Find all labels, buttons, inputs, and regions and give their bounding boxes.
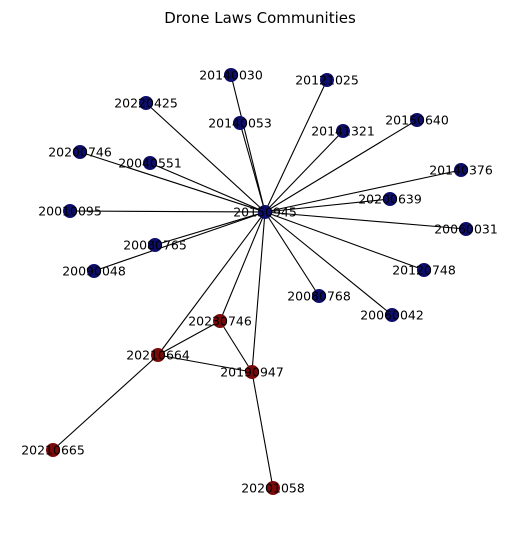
node-20201058[interactable] <box>266 481 280 495</box>
node-label-20080765: 20080765 <box>123 238 187 253</box>
edge-hub-n8 <box>149 162 266 213</box>
node-20080768[interactable] <box>312 289 326 303</box>
node-label-20080768: 20080768 <box>287 289 351 304</box>
node-label-20201058: 20201058 <box>241 481 305 496</box>
node-20120748[interactable] <box>417 263 431 277</box>
node-label-20010095: 20010095 <box>38 204 102 219</box>
node-20140376[interactable] <box>454 163 468 177</box>
node-20080765[interactable] <box>148 238 162 252</box>
edge-hub-n10 <box>264 198 391 213</box>
node-label-20150640: 20150640 <box>385 113 449 128</box>
node-20210664[interactable] <box>151 348 165 362</box>
node-layer <box>46 68 473 495</box>
node-label-20200639: 20200639 <box>358 192 422 207</box>
node-label-20060042: 20060042 <box>360 308 424 323</box>
node-label-20140030: 20140030 <box>199 68 263 83</box>
edge-layer <box>52 74 467 489</box>
edge-hub-n12 <box>264 211 467 230</box>
node-20141321[interactable] <box>336 124 350 138</box>
edge-hub-n3 <box>145 102 266 213</box>
node-20140030[interactable] <box>224 68 238 82</box>
label-layer: 20150945 20140030 20121025 20220425 20140053… <box>21 68 498 496</box>
edge-r1-r2 <box>157 320 221 356</box>
edge-hub-n6 <box>264 119 418 213</box>
node-20121025[interactable] <box>320 73 334 87</box>
node-label-20200746: 20200746 <box>48 145 112 160</box>
edge-hub-n15 <box>264 211 425 271</box>
node-label-20120748: 20120748 <box>392 263 456 278</box>
edge-hub-r2 <box>157 211 266 356</box>
node-label-20210664: 20210664 <box>126 348 190 363</box>
node-20140053[interactable] <box>233 116 247 130</box>
edge-hub-n7 <box>79 151 266 213</box>
edge-hub-n1 <box>230 74 266 213</box>
node-20150640[interactable] <box>410 113 424 127</box>
edge-r3-r5 <box>251 371 274 489</box>
node-label-20230746: 20230746 <box>188 314 252 329</box>
edge-r2-r4 <box>52 354 159 451</box>
node-label-20121025: 20121025 <box>295 73 359 88</box>
node-20090048[interactable] <box>87 264 101 278</box>
node-20060031[interactable] <box>459 222 473 236</box>
node-label-20140376: 20140376 <box>429 163 493 178</box>
node-20060042[interactable] <box>385 308 399 322</box>
edge-hub-n4 <box>239 122 266 213</box>
node-20220425[interactable] <box>139 96 153 110</box>
node-label-20220425: 20220425 <box>114 96 178 111</box>
node-20230746[interactable] <box>213 314 227 328</box>
edge-hub-r1 <box>219 211 266 322</box>
edge-hub-n14 <box>93 211 266 272</box>
node-20040551[interactable] <box>143 156 157 170</box>
edge-hub-r3 <box>251 211 266 373</box>
node-20010095[interactable] <box>63 204 77 218</box>
node-20190947[interactable] <box>245 365 259 379</box>
edge-r1-r3 <box>219 320 253 373</box>
edge-hub-n17 <box>264 211 393 316</box>
edge-hub-n2 <box>264 79 328 213</box>
node-label-20090048: 20090048 <box>62 264 126 279</box>
node-20200639[interactable] <box>383 192 397 206</box>
node-20210665[interactable] <box>46 443 60 457</box>
edge-hub-n9 <box>264 169 462 213</box>
edge-hub-n16 <box>264 211 320 297</box>
node-label-20060031: 20060031 <box>434 222 498 237</box>
node-label-20141321: 20141321 <box>311 124 375 139</box>
node-label-20040551: 20040551 <box>118 156 182 171</box>
node-20150945[interactable] <box>258 205 272 219</box>
node-label-20210665: 20210665 <box>21 443 85 458</box>
diagram-title: Drone Laws Communities <box>164 9 356 27</box>
node-20200746[interactable] <box>73 145 87 159</box>
node-label-20140053: 20140053 <box>208 116 272 131</box>
edge-r2-r3 <box>157 354 253 373</box>
edge-hub-n5 <box>264 130 344 213</box>
node-label-20150945: 20150945 <box>233 205 297 220</box>
node-label-20190947: 20190947 <box>220 365 284 380</box>
edge-hub-n11 <box>69 210 266 213</box>
edge-hub-n13 <box>154 211 266 246</box>
